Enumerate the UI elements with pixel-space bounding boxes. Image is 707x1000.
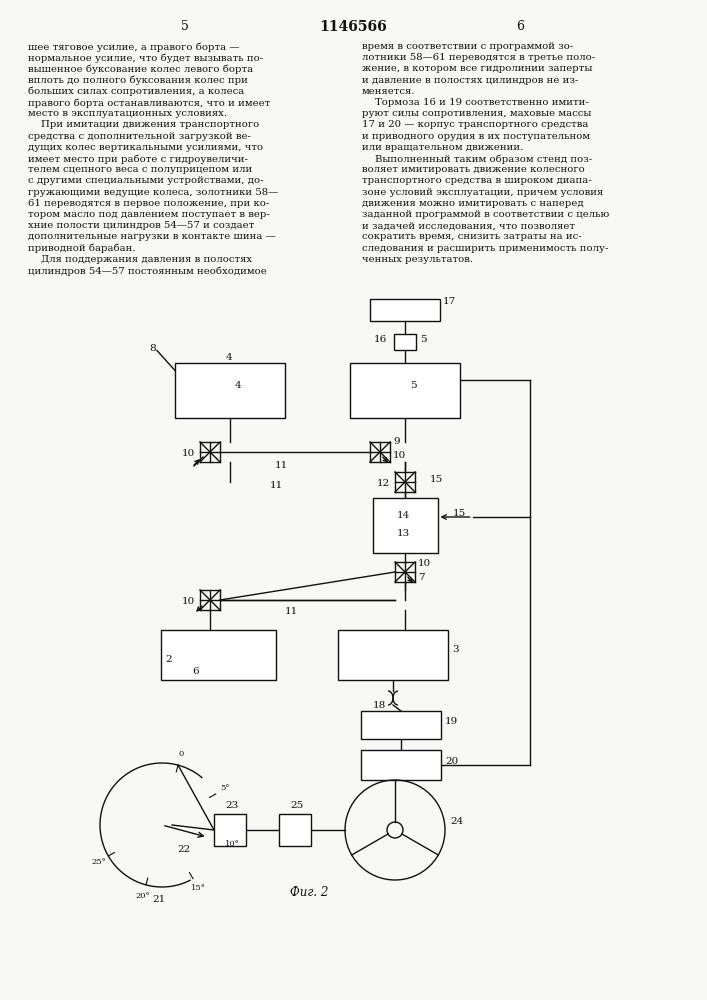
Text: 10°: 10°	[225, 840, 240, 848]
Text: 15: 15	[452, 508, 466, 518]
Text: 23: 23	[225, 802, 238, 810]
Text: 5: 5	[181, 20, 189, 33]
Text: 4: 4	[235, 380, 242, 389]
Text: Фиг. 2: Фиг. 2	[290, 886, 328, 898]
Text: 24: 24	[450, 818, 463, 826]
Text: 25°: 25°	[91, 857, 106, 865]
Text: 10: 10	[182, 450, 195, 458]
Text: Для поддержания давления в полостях: Для поддержания давления в полостях	[28, 255, 252, 264]
Text: дополнительные нагрузки в контакте шина —: дополнительные нагрузки в контакте шина …	[28, 232, 276, 241]
Text: больших силах сопротивления, а колеса: больших силах сопротивления, а колеса	[28, 87, 244, 96]
Bar	[370, 299, 440, 321]
Text: заданной программой в соответствии с целью: заданной программой в соответствии с цел…	[362, 210, 609, 219]
Text: 11: 11	[270, 481, 284, 489]
Text: цилиндров 54—57 постоянным необходимое: цилиндров 54—57 постоянным необходимое	[28, 266, 267, 275]
Text: 11: 11	[275, 460, 288, 470]
Text: 25: 25	[290, 802, 303, 810]
Bar	[350, 362, 460, 418]
Text: гружающими ведущие колеса, золотники 58—: гружающими ведущие колеса, золотники 58—	[28, 188, 279, 197]
Text: или вращательном движении.: или вращательном движении.	[362, 143, 523, 152]
Text: 12: 12	[377, 480, 390, 488]
Text: 6: 6	[192, 666, 199, 676]
Text: 19: 19	[445, 718, 458, 726]
Text: 7: 7	[418, 572, 425, 582]
Text: и приводного орудия в их поступательном: и приводного орудия в их поступательном	[362, 132, 590, 141]
Text: 5°: 5°	[221, 784, 230, 792]
Bar	[175, 362, 285, 418]
Bar	[214, 814, 246, 846]
Bar	[279, 814, 311, 846]
Bar	[361, 711, 441, 739]
Text: и давление в полостях цилиндров не из-: и давление в полостях цилиндров не из-	[362, 76, 578, 85]
Text: 10: 10	[182, 597, 195, 606]
Text: имеет место при работе с гидроувеличи-: имеет место при работе с гидроувеличи-	[28, 154, 248, 163]
Text: нормальное усилие, что будет вызывать по-: нормальное усилие, что будет вызывать по…	[28, 53, 263, 63]
Text: При имитации движения транспортного: При имитации движения транспортного	[28, 120, 259, 129]
Bar	[160, 630, 276, 680]
Text: хние полости цилиндров 54—57 и создает: хние полости цилиндров 54—57 и создает	[28, 221, 255, 230]
Text: 8: 8	[149, 344, 156, 353]
Text: 14: 14	[397, 510, 410, 520]
Text: воляет имитировать движение колесного: воляет имитировать движение колесного	[362, 165, 585, 174]
Text: и задачей исследования, что позволяет: и задачей исследования, что позволяет	[362, 221, 575, 230]
Text: место в эксплуатационных условиях.: место в эксплуатационных условиях.	[28, 109, 227, 118]
Text: транспортного средства в широком диапа-: транспортного средства в широком диапа-	[362, 176, 592, 185]
Bar	[394, 334, 416, 350]
Text: жение, в котором все гидролинии заперты: жение, в котором все гидролинии заперты	[362, 64, 592, 73]
Text: 3: 3	[452, 646, 459, 654]
Text: 2: 2	[165, 656, 172, 664]
Text: время в соответствии с программой зо-: время в соответствии с программой зо-	[362, 42, 573, 51]
Text: 18: 18	[373, 702, 386, 710]
Text: руют силы сопротивления, маховые массы: руют силы сопротивления, маховые массы	[362, 109, 591, 118]
Text: 11: 11	[285, 607, 298, 616]
Text: следования и расширить применимость полу-: следования и расширить применимость полу…	[362, 244, 609, 253]
Text: Выполненный таким образом стенд поз-: Выполненный таким образом стенд поз-	[362, 154, 592, 163]
Text: 4: 4	[226, 353, 233, 362]
Text: 10: 10	[418, 560, 431, 568]
Bar	[361, 750, 441, 780]
Text: 16: 16	[374, 334, 387, 344]
Text: 15: 15	[430, 475, 443, 484]
Text: средства с дополнительной загрузкой ве-: средства с дополнительной загрузкой ве-	[28, 132, 251, 141]
Text: тором масло под давлением поступает в вер-: тором масло под давлением поступает в ве…	[28, 210, 270, 219]
Text: 22: 22	[177, 846, 190, 854]
Text: 13: 13	[397, 528, 410, 538]
Text: приводной барабан.: приводной барабан.	[28, 244, 136, 253]
Text: меняется.: меняется.	[362, 87, 416, 96]
Text: 9: 9	[393, 438, 399, 446]
Text: сократить время, снизить затраты на ис-: сократить время, снизить затраты на ис-	[362, 232, 582, 241]
Text: 20: 20	[445, 758, 458, 766]
Text: с другими специальными устройствами, до-: с другими специальными устройствами, до-	[28, 176, 264, 185]
Text: Тормоза 16 и 19 соответственно имити-: Тормоза 16 и 19 соответственно имити-	[362, 98, 589, 107]
Text: зоне условий эксплуатации, причем условия: зоне условий эксплуатации, причем услови…	[362, 188, 603, 197]
Text: 5: 5	[420, 334, 426, 344]
Text: 21: 21	[152, 894, 165, 904]
Text: правого борта останавливаются, что и имеет: правого борта останавливаются, что и име…	[28, 98, 270, 107]
Text: 1146566: 1146566	[319, 20, 387, 34]
Text: 5: 5	[410, 380, 416, 389]
Bar	[373, 497, 438, 552]
Text: 15°: 15°	[191, 884, 206, 892]
Text: лотники 58—61 переводятся в третье поло-: лотники 58—61 переводятся в третье поло-	[362, 53, 595, 62]
Text: движения можно имитировать с наперед: движения можно имитировать с наперед	[362, 199, 583, 208]
Text: вышенное буксование колес левого борта: вышенное буксование колес левого борта	[28, 64, 253, 74]
Text: 20°: 20°	[136, 892, 151, 900]
Text: 6: 6	[516, 20, 524, 33]
Text: 17: 17	[443, 298, 456, 306]
Text: ченных результатов.: ченных результатов.	[362, 255, 473, 264]
Text: шее тяговое усилие, а правого борта —: шее тяговое усилие, а правого борта —	[28, 42, 240, 51]
Bar	[338, 630, 448, 680]
Text: телем сцепного веса с полуприцепом или: телем сцепного веса с полуприцепом или	[28, 165, 252, 174]
Text: дущих колес вертикальными усилиями, что: дущих колес вертикальными усилиями, что	[28, 143, 263, 152]
Text: 17 и 20 — корпус транспортного средства: 17 и 20 — корпус транспортного средства	[362, 120, 588, 129]
Text: 0: 0	[178, 750, 184, 758]
Text: 10: 10	[393, 450, 407, 460]
Text: 61 переводятся в первое положение, при ко-: 61 переводятся в первое положение, при к…	[28, 199, 269, 208]
Text: вплоть до полного буксования колес при: вплоть до полного буксования колес при	[28, 76, 248, 85]
